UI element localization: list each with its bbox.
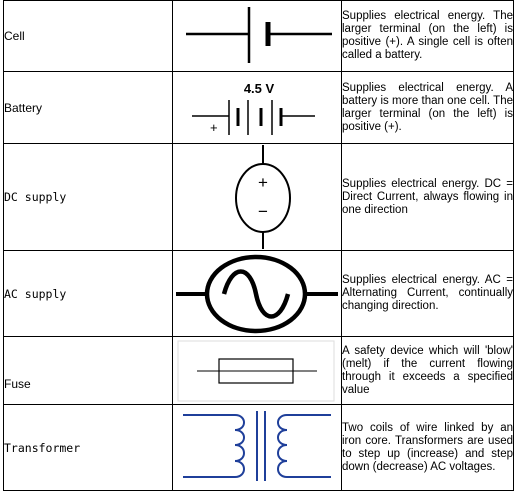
symbol-name: Battery [3,71,173,144]
battery-voltage-label: 4.5 V [244,81,275,96]
table-row-battery: Battery 4.5 V + Supplies electrical ener… [3,71,514,144]
battery-symbol-icon: 4.5 V + [192,81,315,135]
symbol-description: Supplies electrical energy. DC = Direct … [341,143,514,251]
table-row-transformer: Transformer [3,404,514,491]
symbol-name: Fuse [3,336,173,405]
symbol-cell [172,404,342,491]
symbol-name: AC supply [3,250,173,337]
table-row-dc-supply: DC supply + − Supplies electrical energy… [3,143,514,251]
cell-symbol-icon [186,7,332,63]
symbol-description: Supplies electrical energy. The larger t… [341,0,514,72]
battery-plus-sign: + [210,120,218,135]
dc-plus-sign: + [258,173,268,192]
dc-supply-symbol-icon: + − [235,145,291,249]
symbol-cell [172,336,342,405]
symbol-cell [172,250,342,337]
symbol-description: A safety device which will 'blow' (melt)… [341,336,514,405]
symbol-description: Two coils of wire linked by an iron core… [341,404,514,491]
symbol-cell: + − [172,143,342,251]
table-row-cell: Cell Supplies electrical energy. The lar… [3,0,514,72]
circuit-symbols-table: Cell Supplies electrical energy. The lar… [3,0,514,491]
symbol-cell [172,0,342,72]
symbol-name: Transformer [3,404,173,491]
transformer-symbol-icon [183,410,331,481]
symbol-description: Supplies electrical energy. A battery is… [341,71,514,144]
symbol-name: DC supply [3,143,173,251]
table-row-ac-supply: AC supply Supplies electrical energy. AC… [3,250,514,337]
symbol-cell: 4.5 V + [172,71,342,144]
symbol-description: Supplies electrical energy. AC = Alterna… [341,250,514,337]
ac-supply-symbol-icon [176,254,338,333]
dc-minus-sign: − [258,202,268,221]
fuse-symbol-icon [177,340,335,401]
symbol-name: Cell [3,0,173,72]
table-row-fuse: Fuse A safety device which will 'blow' (… [3,336,514,405]
